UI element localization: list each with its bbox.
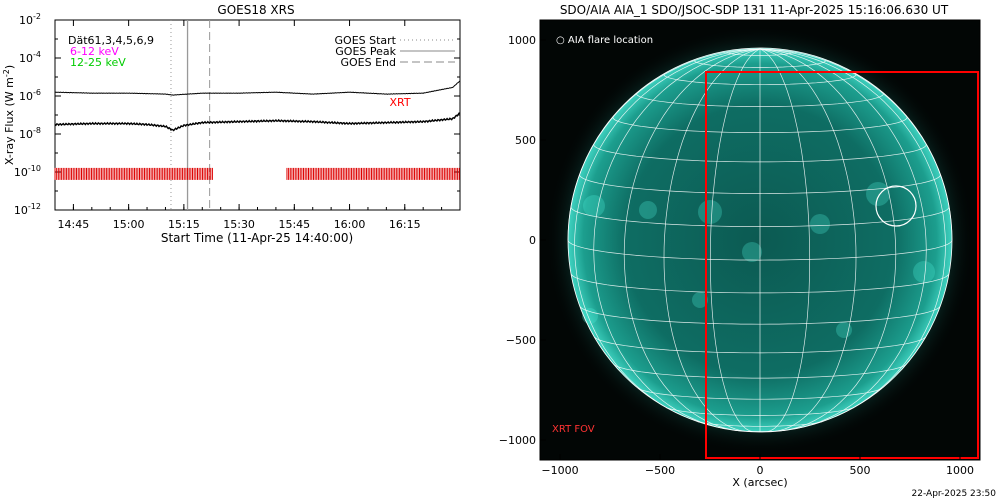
grid-line — [759, 48, 946, 417]
goes-x-tick-label: 14:45 — [58, 218, 90, 231]
goes-x-tick-label: 15:00 — [113, 218, 145, 231]
grid-line — [593, 48, 761, 430]
xrt-observation-ticks — [54, 167, 460, 180]
aia-x-tick-label: 0 — [757, 464, 764, 477]
aia-chart-title: SDO/AIA AIA_1 SDO/JSOC-SDP 131 11-Apr-20… — [560, 3, 949, 17]
legend-6-12-kev: 6-12 keV — [70, 45, 119, 58]
goes-x-axis: 14:45 15:00 15:15 15:30 15:45 16:00 16:15 — [54, 20, 461, 231]
grid-line — [709, 48, 761, 432]
aia-flare-location-circle — [875, 185, 917, 227]
active-region — [866, 182, 890, 206]
grid-line — [759, 48, 857, 432]
goes-x-tick-label: 15:15 — [168, 218, 200, 231]
legend-goes-end: GOES End — [340, 56, 396, 69]
goes-y-tick-label: 10-8 — [19, 126, 41, 141]
goes-y-axis: 10-2 10-4 10-6 10-8 10-10 10-12 — [14, 12, 460, 217]
grid-line — [663, 48, 761, 432]
legend-12-25-kev: 12-25 keV — [70, 56, 126, 69]
goes-x-tick-label: 15:45 — [278, 218, 310, 231]
goes-x-tick-label: 16:00 — [334, 218, 366, 231]
legend-channels-label: Dät61,3,4,5,6,9 — [68, 34, 154, 47]
grid-line — [759, 48, 897, 432]
aia-x-axis-label: X (arcsec) — [732, 476, 787, 489]
aia-y-tick-label: 0 — [529, 234, 536, 247]
xrt-label: XRT — [389, 96, 410, 109]
aia-x-tick-label: −500 — [645, 464, 675, 477]
active-region — [742, 242, 762, 262]
aia-y-tick-label: −1000 — [499, 434, 536, 447]
goes-y-tick-label: 10-10 — [14, 164, 41, 179]
aia-y-tick-label: 500 — [515, 134, 536, 147]
aia-y-tick-label: −500 — [506, 334, 536, 347]
aia-flare-legend: ○ AIA flare location — [556, 35, 653, 46]
heliographic-grid — [567, 47, 953, 433]
aia-panel: SDO/AIA AIA_1 SDO/JSOC-SDP 131 11-Apr-20… — [499, 3, 981, 489]
render-timestamp: 22-Apr-2025 23:50 — [912, 489, 997, 499]
active-region — [583, 195, 605, 217]
grid-line — [759, 48, 811, 432]
goes-x-axis-label: Start Time (11-Apr-25 14:40:00) — [161, 231, 353, 245]
xrt-fov-label: XRT FOV — [552, 424, 595, 435]
goes-y-tick-label: 10-4 — [19, 50, 41, 65]
active-region — [692, 292, 708, 308]
grid-line — [623, 48, 761, 432]
goes-x-tick-label: 16:15 — [389, 218, 421, 231]
legend-goes-peak: GOES Peak — [335, 45, 396, 58]
grid-line — [759, 48, 927, 430]
active-region — [913, 261, 935, 283]
goes-y-tick-label: 10-12 — [14, 202, 41, 217]
legend-goes-start: GOES Start — [335, 34, 397, 47]
aia-x-tick-label: −1000 — [541, 464, 578, 477]
goes-y-tick-label: 10-2 — [19, 12, 41, 27]
active-region — [836, 322, 852, 338]
aia-y-tick-label: 1000 — [508, 34, 536, 47]
goes-x-tick-label: 15:30 — [223, 218, 255, 231]
goes-series-line — [54, 112, 460, 132]
aia-x-tick-label: 1000 — [946, 464, 974, 477]
active-region — [810, 214, 830, 234]
active-region — [698, 200, 722, 224]
goes-panel: GOES18 XRS 10-2 10-4 10-6 10-8 10-10 10-12 14… — [2, 3, 461, 245]
grid-line — [574, 48, 761, 417]
aia-x-axis: −1000 −500 0 500 1000 — [541, 454, 974, 477]
active-region — [582, 308, 598, 324]
xrt-fov-box — [705, 71, 979, 459]
goes-y-axis-label: X-ray Flux (W m-2) — [2, 65, 16, 165]
goes-series — [54, 80, 461, 132]
goes-y-tick-label: 10-6 — [19, 88, 41, 103]
solar-limb — [567, 47, 953, 433]
aia-y-axis: 1000 500 0 −500 −1000 — [499, 34, 546, 447]
goes-time-markers — [170, 20, 211, 210]
active-region — [639, 201, 657, 219]
active-regions — [582, 182, 935, 338]
goes-chart-title: GOES18 XRS — [217, 3, 294, 17]
aia-x-tick-label: 500 — [850, 464, 871, 477]
goes-series-line — [54, 80, 461, 96]
